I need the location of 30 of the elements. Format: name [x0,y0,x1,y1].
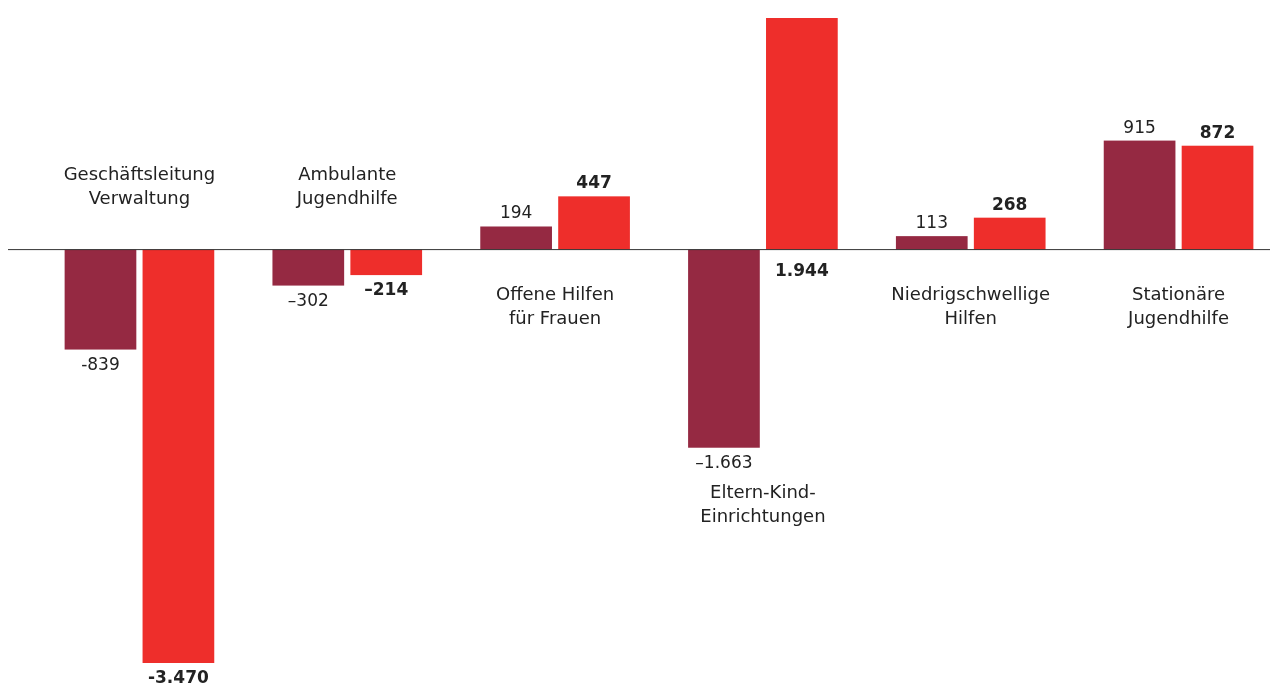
data-label: –214 [364,279,409,300]
bar [64,249,137,350]
x-tick-label: Ambulante Jugendhilfe [295,162,398,208]
x-tick-label: Offene Hilfen für Frauen [495,282,615,328]
data-label: -3.470 [147,667,209,687]
bar [272,249,345,286]
data-label: 872 [1199,121,1236,142]
x-tick-label: Niedrigschwellige Hilfen [891,282,1051,328]
bar [688,249,760,448]
x-tick-label: Eltern-Kind- Einrichtungen [700,480,826,526]
data-label: 915 [1123,116,1156,137]
bar [480,226,552,250]
data-label: -839 [81,353,120,374]
bar [895,236,968,250]
bar [973,217,1046,250]
data-label: 194 [499,202,533,223]
bar [1181,145,1254,250]
data-label: 268 [991,193,1028,214]
bar [558,196,630,250]
bar [350,249,423,276]
bar [1103,140,1176,250]
data-label: –1.663 [695,451,753,472]
data-label: 113 [915,212,948,233]
x-tick-label: Stationäre Jugendhilfe [1127,282,1229,328]
bar [142,249,215,663]
data-label: –302 [287,289,329,310]
data-label: 1.944 [774,259,829,280]
data-label: 447 [576,172,612,193]
x-tick-label: Geschäftsleitung Verwaltung [63,162,216,208]
bar [766,18,838,250]
